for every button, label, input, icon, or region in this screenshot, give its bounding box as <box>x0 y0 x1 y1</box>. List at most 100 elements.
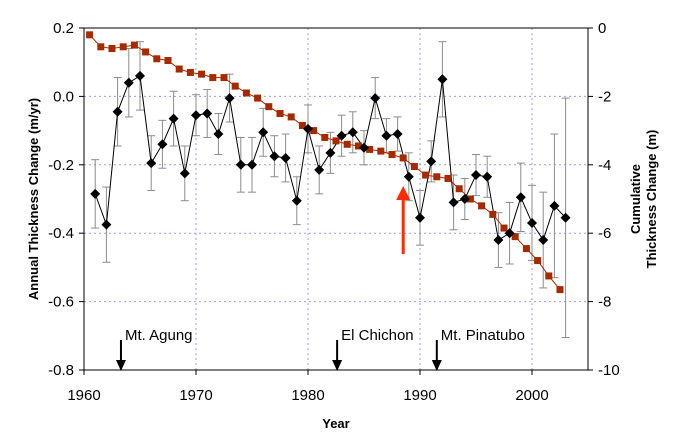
volcano-label: El Chichon <box>341 327 414 344</box>
cumulative-point <box>209 74 217 82</box>
x-tick-label: 2000 <box>515 387 548 404</box>
annual-point <box>269 151 280 162</box>
y-right-tick-label: -2 <box>598 88 611 105</box>
ticks: 1960 1970 1980 1990 2000 0.2 0.0 -0.2 -0.4 -0.6 -0… <box>48 20 620 404</box>
grid <box>84 28 588 370</box>
annual-point <box>347 127 358 138</box>
annual-point <box>168 113 179 124</box>
annual-point <box>247 159 257 170</box>
annual-point <box>123 77 134 88</box>
annual-point <box>515 192 526 203</box>
volcano-arrow-head <box>332 360 343 371</box>
cumulative-point <box>276 110 284 117</box>
annual-point <box>325 147 336 158</box>
annual-point <box>426 156 437 167</box>
y-right-tick-label: -10 <box>598 362 620 379</box>
annual-point <box>471 170 481 181</box>
annual-point <box>415 212 425 223</box>
cumulative-point <box>142 48 150 56</box>
cumulative-point <box>220 74 228 82</box>
cumulative-point <box>556 286 564 294</box>
cumulative-point <box>198 70 206 78</box>
markers <box>86 31 571 294</box>
y-right-tick-label: -6 <box>598 225 611 242</box>
y-axis-right-title-lines: Cumulative Thickness Change (m) <box>628 130 659 269</box>
annual-point <box>157 139 168 150</box>
y-left-tick-label: -0.8 <box>48 362 74 379</box>
y-left-tick-label: -0.2 <box>48 157 74 174</box>
cumulative-point <box>377 147 385 155</box>
y-axis-left-title: Annual Thickness Change (m/yr) <box>26 98 41 300</box>
annual-point <box>258 127 269 138</box>
y-axis-right-title-line: Cumulative <box>628 164 643 234</box>
annual-point <box>448 197 459 208</box>
cumulative-point <box>130 41 138 49</box>
volcano-arrow-head <box>431 360 442 371</box>
annual-point <box>482 171 493 182</box>
cumulative-point <box>433 173 441 181</box>
annual-point <box>459 194 470 204</box>
y-axis-right-title: Cumulative Thickness Change (m) <box>628 130 659 269</box>
x-tick-label: 1970 <box>179 387 212 404</box>
x-tick-label: 1960 <box>67 387 100 404</box>
annual-point <box>146 158 157 169</box>
cumulative-point <box>231 82 239 90</box>
cumulative-point <box>422 171 430 179</box>
cumulative-point <box>119 43 127 51</box>
annual-point <box>538 235 549 246</box>
volcano-label: Mt. Agung <box>125 327 193 344</box>
annual-point <box>235 159 246 170</box>
cumulative-point <box>466 195 474 203</box>
y-left-tick-label: 0.0 <box>53 88 74 105</box>
cumulative-point <box>511 233 519 241</box>
cumulative-point <box>343 140 351 148</box>
annual-point <box>370 93 381 104</box>
cumulative-point <box>478 202 486 210</box>
highlight-arrow-head <box>396 186 411 200</box>
annual-point <box>280 152 291 163</box>
annual-point <box>493 235 504 246</box>
cumulative-point <box>86 31 94 39</box>
annual-point <box>224 93 235 104</box>
cumulative-point <box>522 245 530 253</box>
cumulative-point <box>489 210 497 218</box>
cumulative-point <box>298 121 306 129</box>
volcano-arrow-head <box>115 360 126 371</box>
annual-point <box>291 195 302 206</box>
annual-point <box>303 123 313 134</box>
y-axis-right-title-line: Thickness Change (m) <box>644 130 659 269</box>
y-left-tick-label: 0.2 <box>53 20 74 37</box>
cumulative-point <box>455 185 463 193</box>
annual-point <box>392 129 403 140</box>
cumulative-point <box>321 133 329 141</box>
cumulative-point <box>186 68 194 76</box>
cumulative-point <box>175 65 183 73</box>
annual-point <box>179 168 190 179</box>
x-axis-title: Year <box>322 416 349 431</box>
y-right-tick-label: -8 <box>598 294 611 311</box>
annual-point <box>191 110 201 121</box>
series-lines <box>89 34 566 290</box>
cumulative-point <box>444 174 452 182</box>
cumulative-point <box>332 137 340 145</box>
annual-point <box>202 108 213 119</box>
annual-point <box>101 219 112 230</box>
annual-point <box>213 129 224 140</box>
cumulative-point <box>265 103 273 111</box>
cumulative-point <box>310 127 318 135</box>
annual-point <box>504 228 515 239</box>
annotations: Mt. Agung El Chichon Mt. Pinatubo <box>115 186 525 371</box>
cumulative-point <box>399 154 407 162</box>
annual-point <box>90 188 101 199</box>
cumulative-point <box>97 43 105 51</box>
cumulative-point <box>388 151 396 159</box>
annual-point <box>437 74 448 85</box>
plot-frame <box>83 27 589 371</box>
cumulative-point <box>242 89 250 97</box>
cumulative-point <box>500 224 508 232</box>
error-bars <box>91 41 570 339</box>
cumulative-point <box>410 163 418 171</box>
x-tick-label: 1990 <box>403 387 436 404</box>
y-left-tick-label: -0.4 <box>48 225 74 242</box>
y-right-tick-label: -4 <box>598 157 611 174</box>
